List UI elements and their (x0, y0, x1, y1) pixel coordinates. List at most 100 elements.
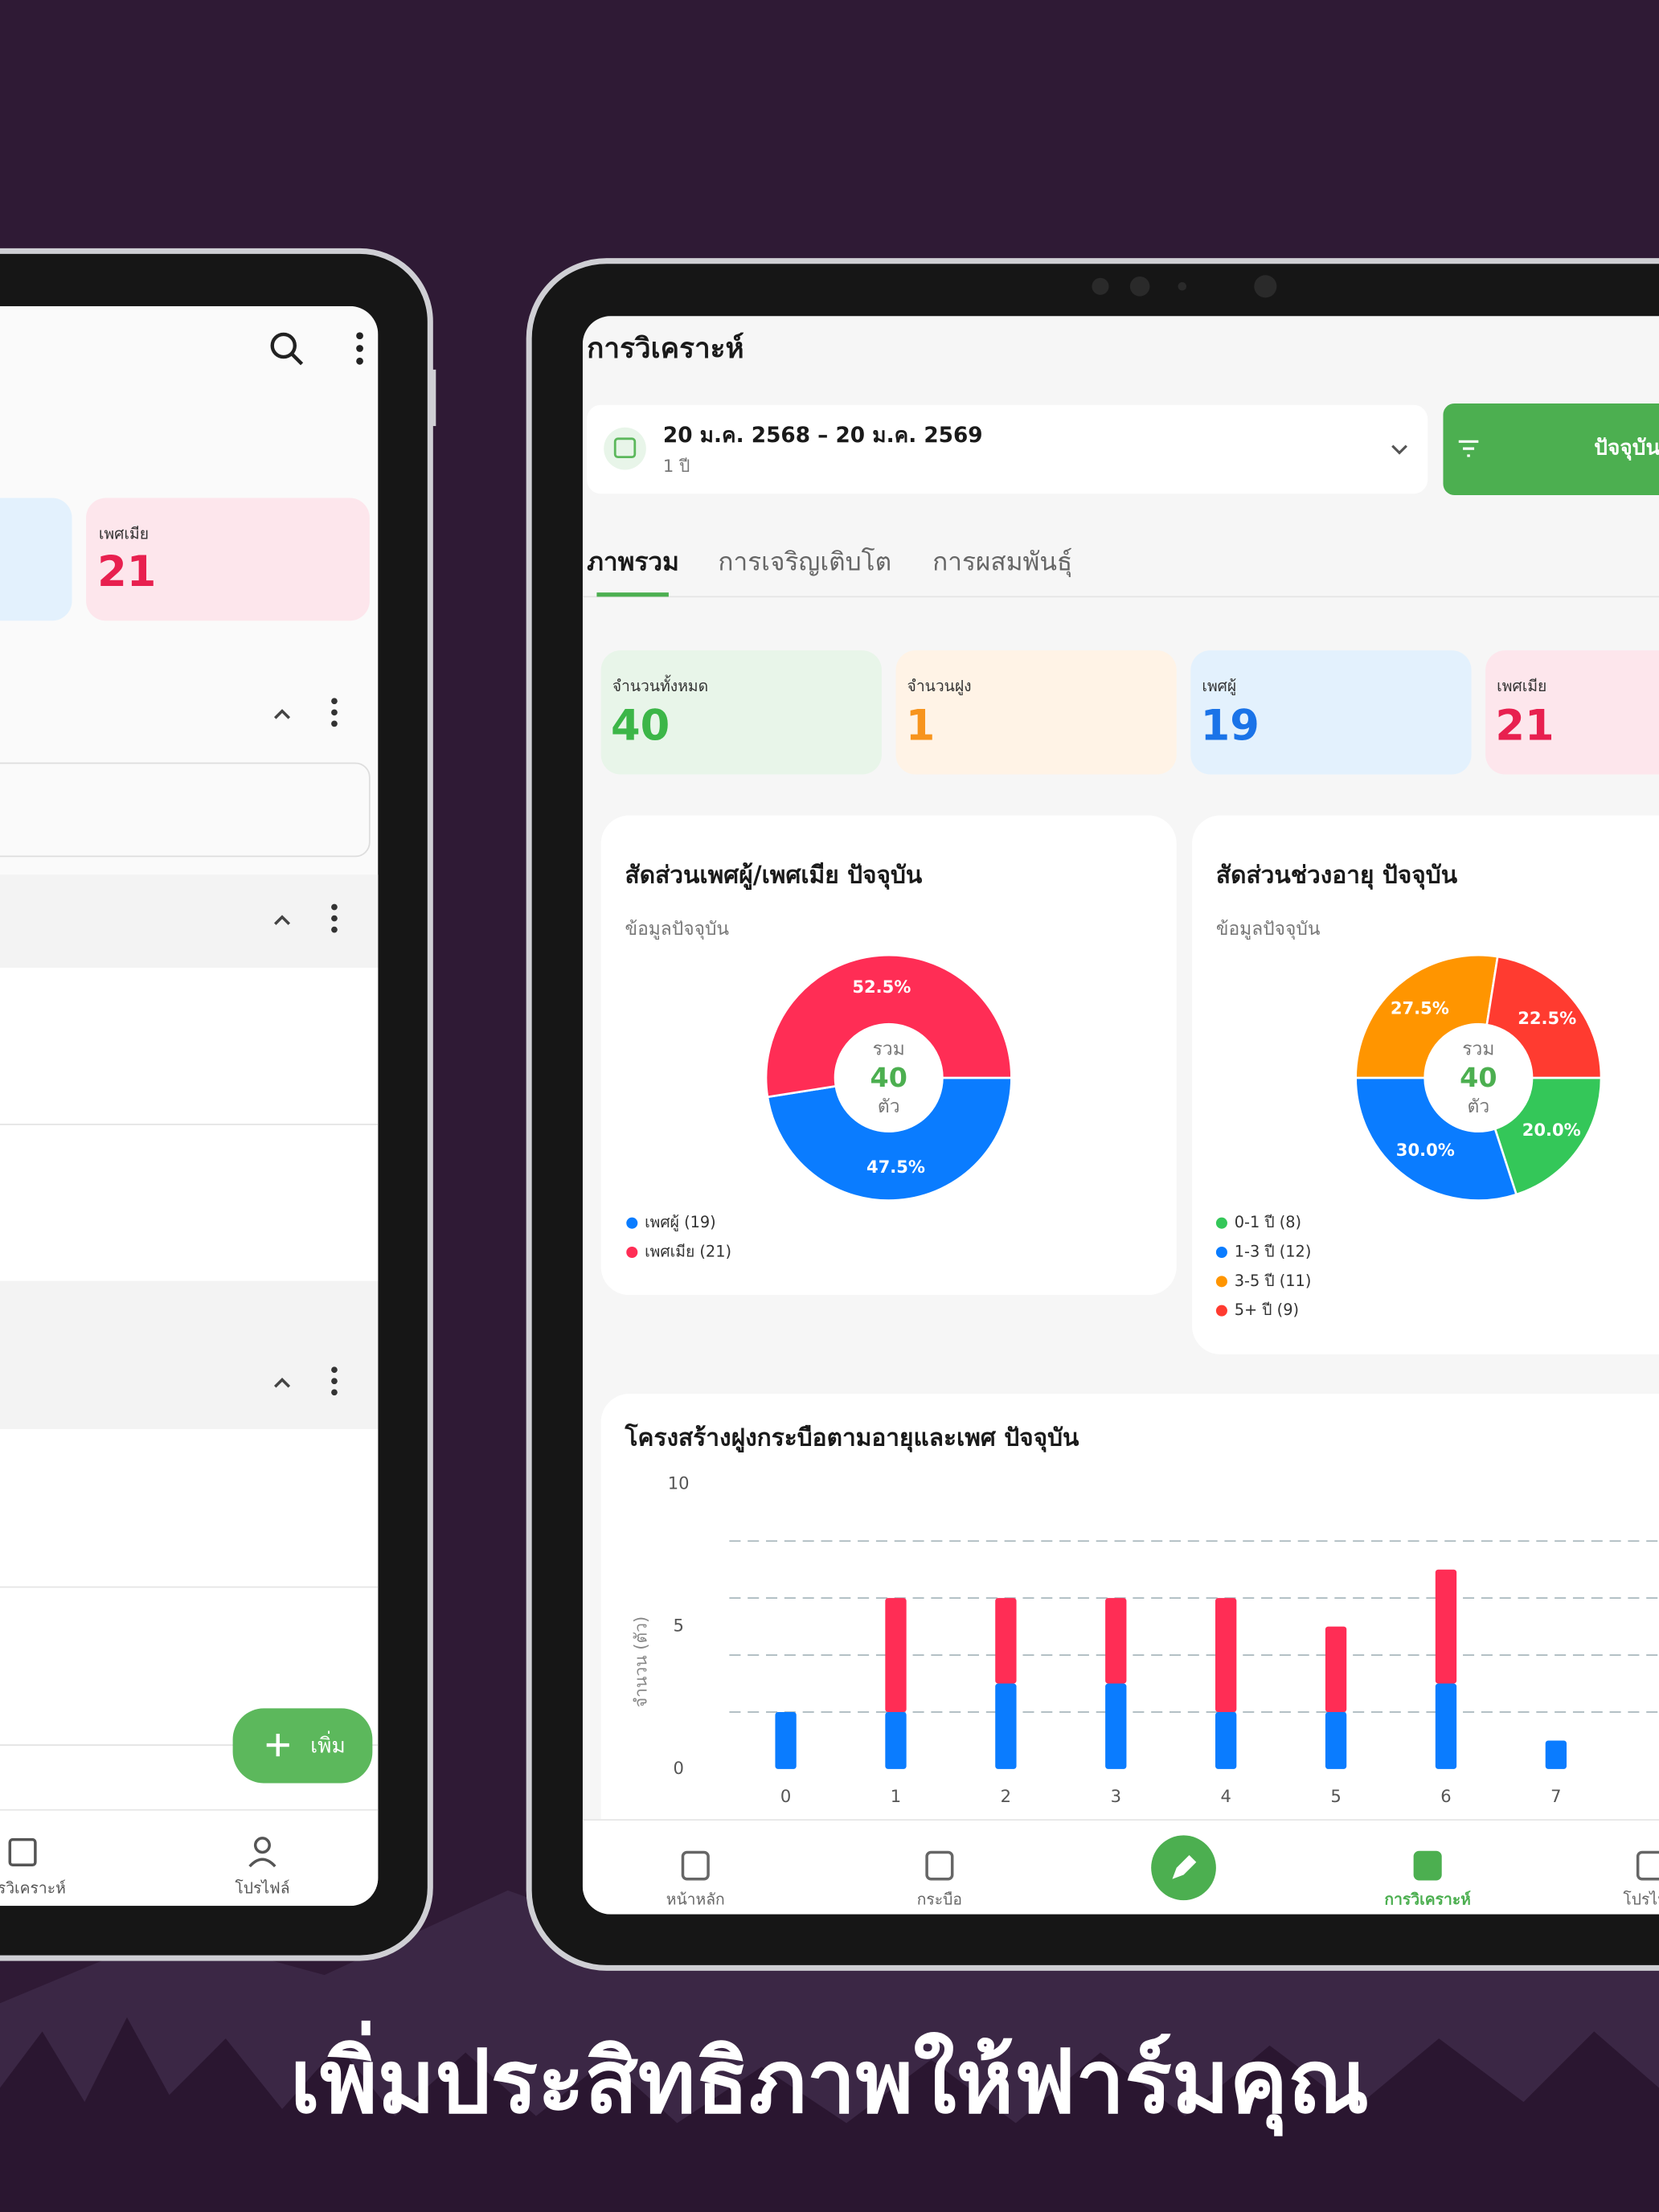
nav-label[interactable]: การวิเคราะห์ (0, 1879, 66, 1898)
center-title: รวม (873, 1038, 905, 1059)
nav-icon[interactable] (1636, 1850, 1659, 1881)
chart-card (600, 815, 1177, 1296)
x-tick-label: 3 (1111, 1786, 1121, 1806)
section-header (0, 875, 379, 968)
stat-card (895, 650, 1177, 775)
bar-segment (1105, 1598, 1127, 1684)
nav-icon[interactable] (1413, 1850, 1442, 1881)
stat-label: จำนวนทั้งหมด (612, 674, 708, 695)
x-tick-label: 7 (1550, 1786, 1561, 1806)
slice-label: 30.0% (1396, 1140, 1455, 1160)
bar-segment (775, 1711, 797, 1769)
bar-segment (1325, 1711, 1347, 1769)
legend-dot (626, 1217, 638, 1229)
nav-label[interactable]: หน้าหลัก (666, 1890, 725, 1909)
chart-title: สัดส่วนเพศผู้/เพศเมีย ปัจจุบัน (625, 861, 923, 890)
y-axis-label: จำนวน (ตัว) (631, 1616, 651, 1707)
tab[interactable]: การเจริญเติบโต (718, 547, 891, 576)
center-value: 40 (870, 1062, 907, 1093)
legend-label: เพศเมีย (21) (645, 1243, 731, 1261)
pie-slice (1354, 953, 1499, 1079)
tab-indicator (596, 592, 669, 597)
search-icon[interactable] (270, 332, 297, 359)
stat-card (0, 498, 72, 621)
stat-label: จำนวนฝูง (907, 677, 972, 695)
nav-label[interactable]: โปรไฟล์ (235, 1879, 289, 1898)
nav-label[interactable]: การวิเคราะห์ (1384, 1890, 1471, 1909)
stat-card (600, 650, 882, 775)
bottom-nav-bg (582, 1820, 1659, 1915)
bar-segment (995, 1598, 1017, 1684)
nav-icon[interactable] (253, 1837, 271, 1854)
tab[interactable]: ภาพรวม (587, 547, 679, 576)
period: 1 ปี (663, 456, 690, 476)
chart-title: สัดส่วนช่วงอายุ ปัจจุบัน (1216, 861, 1458, 889)
x-tick-label: 2 (1001, 1786, 1011, 1806)
center-unit: ตัว (1468, 1096, 1490, 1117)
bar-segment (1215, 1598, 1237, 1712)
slice-label: 20.0% (1522, 1120, 1581, 1140)
pie-slice (1354, 1076, 1518, 1202)
more-icon[interactable] (331, 903, 338, 933)
legend-dot (1215, 1246, 1227, 1259)
center-unit: ตัว (878, 1096, 900, 1117)
chevron[interactable] (274, 709, 291, 719)
trees (0, 2017, 1659, 2212)
more-icon[interactable] (356, 332, 363, 365)
more-icon[interactable] (331, 1366, 338, 1396)
bottom-nav: หน้าหลัก กระบือ การวิเคราะห์ โปรไฟล์ (582, 1819, 1659, 1915)
chart-subtitle: ข้อมูลปัจจุบัน (1216, 919, 1321, 940)
side-button (430, 369, 436, 427)
legend-label: 0-1 ปี (8) (1235, 1213, 1301, 1231)
center-title: รวม (1462, 1038, 1494, 1059)
fab[interactable] (232, 1708, 373, 1784)
legend-dot (1215, 1276, 1227, 1288)
chevron[interactable] (274, 1378, 291, 1388)
bottom-nav (0, 1809, 379, 1907)
y-tick-label: 10 (668, 1473, 690, 1493)
legend-dot (1215, 1217, 1227, 1229)
filter-button[interactable] (1443, 403, 1659, 496)
x-tick-label: 1 (891, 1786, 901, 1806)
legend-label: 3-5 ปี (11) (1235, 1272, 1312, 1290)
tab[interactable]: การผสมพันธุ์ (932, 547, 1072, 577)
bar-segment (995, 1683, 1017, 1769)
nav-icon[interactable] (681, 1850, 710, 1881)
stat-value: 40 (611, 701, 670, 750)
stat-value: 1 (906, 701, 936, 750)
chevron[interactable] (274, 915, 291, 925)
chart-title: โครงสร้างฝูงกระบือตามอายุและเพศ ปัจจุบัน (625, 1423, 1080, 1453)
legend-label: 5+ ปี (9) (1235, 1301, 1299, 1319)
date-picker[interactable] (587, 404, 1428, 494)
right-screen: การวิเคราะห์ 20 ม.ค. 2568 – 20 ม.ค. 2569… (582, 316, 1659, 1915)
fab-label: เพิ่ม (310, 1731, 346, 1758)
x-tick-label: 4 (1220, 1786, 1231, 1806)
bar-segment (885, 1711, 907, 1769)
stat-card (1190, 650, 1472, 775)
slice-label: 52.5% (852, 977, 911, 997)
dropdown-icon (1391, 444, 1407, 455)
slice-label: 22.5% (1518, 1008, 1576, 1028)
pie-slice (764, 953, 1013, 1099)
search-icon-handle (290, 352, 304, 366)
nav-icon[interactable] (925, 1850, 954, 1881)
more-icon[interactable] (331, 698, 338, 727)
nav-icon[interactable] (8, 1837, 37, 1866)
bar-segment (1435, 1569, 1457, 1684)
bar-segment (1215, 1711, 1237, 1769)
x-tick-label: 5 (1330, 1786, 1341, 1806)
input-box[interactable] (0, 762, 371, 858)
calendar-icon (613, 437, 637, 459)
pie-slice (1485, 955, 1603, 1079)
legend-label: เพศผู้ (19) (645, 1213, 716, 1231)
slice-label: 27.5% (1391, 997, 1449, 1018)
nav-label[interactable]: โปรไฟล์ (1623, 1890, 1659, 1909)
bar-segment (885, 1598, 907, 1712)
plus-icon (266, 1734, 289, 1757)
chart-card (600, 1394, 1659, 1860)
y-tick-label: 5 (674, 1616, 684, 1636)
nav-label[interactable]: กระบือ (917, 1890, 962, 1909)
bar-segment (1545, 1740, 1567, 1769)
